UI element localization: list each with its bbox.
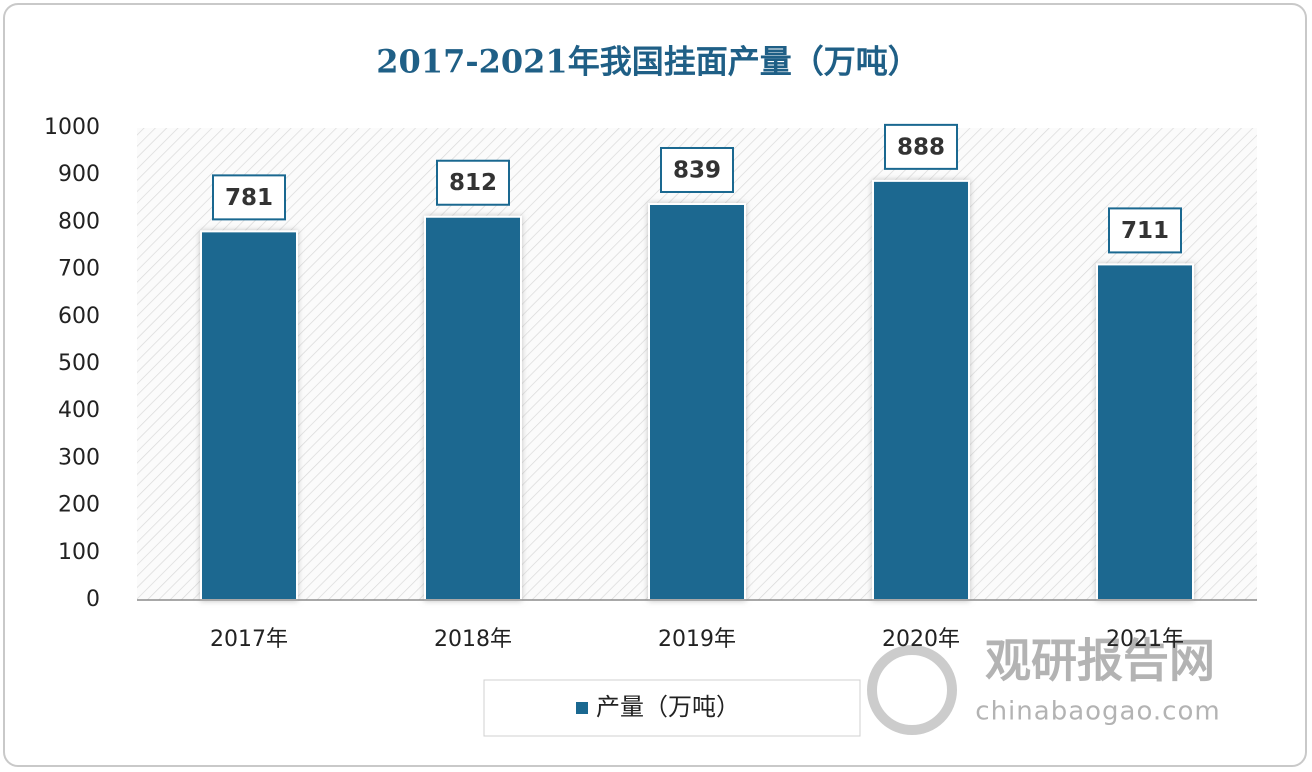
value-label-box: [212, 174, 286, 221]
watermark-name: 观研报告网: [985, 634, 1215, 688]
x-tick-label: 2020年: [882, 627, 960, 652]
y-tick-label: 400: [58, 398, 100, 423]
y-tick-label: 100: [58, 540, 100, 565]
y-tick-label: 0: [86, 587, 100, 612]
value-label-box: [436, 159, 510, 206]
bar: [872, 179, 970, 601]
x-tick-label: 2018年: [434, 627, 512, 652]
watermark-logo: [867, 645, 957, 735]
value-label-box: [1108, 207, 1182, 254]
bar: [648, 202, 746, 601]
y-tick-label: 900: [58, 162, 100, 187]
y-tick-label: 300: [58, 445, 100, 470]
value-label: 839: [673, 157, 721, 183]
y-tick-label: 200: [58, 493, 100, 518]
legend-label: 产量（万吨）: [596, 693, 740, 721]
x-tick-label: 2017年: [210, 627, 288, 652]
value-label: 711: [1121, 218, 1169, 244]
y-tick-label: 800: [58, 209, 100, 234]
value-label: 812: [449, 170, 497, 196]
value-label: 781: [225, 185, 273, 211]
watermark-site: chinabaogao.com: [975, 697, 1220, 727]
legend: [483, 679, 861, 737]
value-label-box: [660, 146, 734, 193]
watermark: 观研报告网 chinabaogao.com: [867, 634, 1220, 735]
y-tick-label: 500: [58, 351, 100, 376]
legend-swatch: [576, 702, 588, 714]
y-tick-label: 1000: [44, 115, 100, 140]
x-tick-label: 2021年: [1106, 627, 1184, 652]
value-label: 888: [897, 134, 945, 160]
bar: [1096, 263, 1194, 601]
chart-title: 2017-2021年我国挂面产量（万吨）: [376, 43, 919, 81]
value-label-box: [884, 123, 958, 170]
y-tick-label: 600: [58, 304, 100, 329]
bar: [424, 215, 522, 601]
y-tick-label: 700: [58, 257, 100, 282]
bar: [200, 230, 298, 601]
x-tick-label: 2019年: [658, 627, 736, 652]
